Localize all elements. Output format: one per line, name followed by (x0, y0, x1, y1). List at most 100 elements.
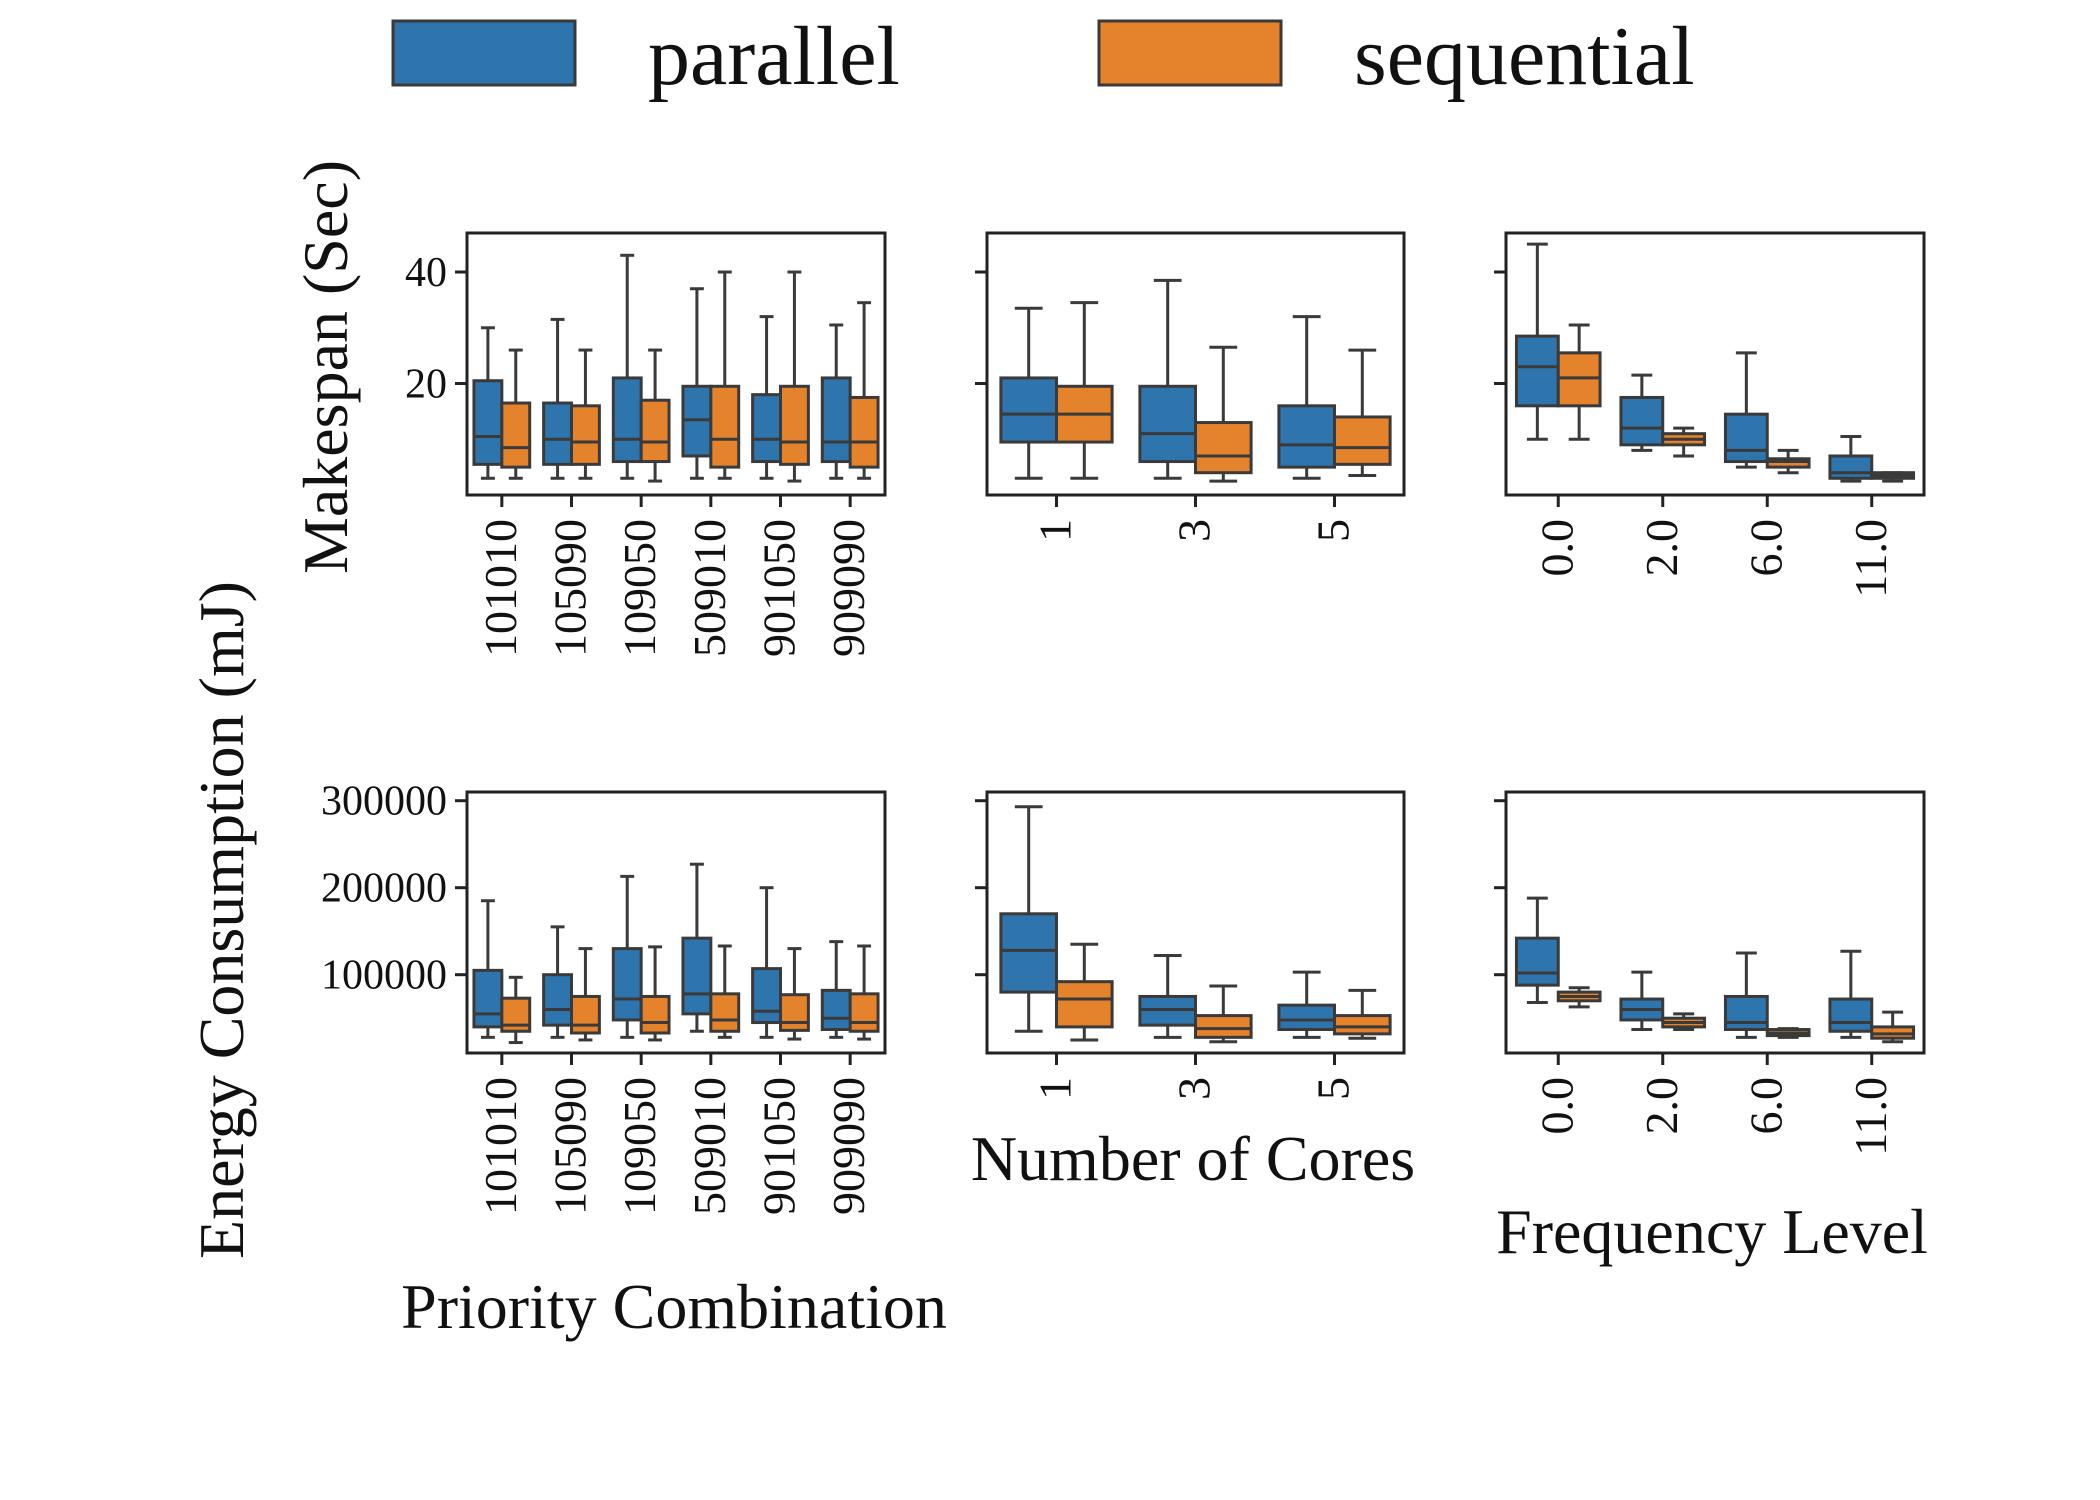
box-sequential (639, 348, 671, 483)
box-iqr (1194, 421, 1253, 475)
box-sequential (1870, 1010, 1916, 1044)
box-sequential (570, 947, 601, 1042)
x-tick-label: 11.0 (1845, 1077, 1896, 1156)
box-parallel (1619, 373, 1665, 452)
box-iqr (542, 401, 574, 466)
panel-makespan-cores: 1 3 5 (975, 231, 1406, 542)
panels: 20 40 101010 105090 109050 509010 901050 909090… (321, 231, 1926, 1215)
panel-makespan-frequency: 0.0 2.0 6.0 11.0 (1494, 231, 1926, 598)
box-parallel (1514, 242, 1560, 441)
x-tick-label: 0.0 (1531, 519, 1582, 577)
box-sequential (1661, 1012, 1707, 1032)
box-iqr (999, 912, 1059, 994)
x-tick-label: 509010 (684, 519, 735, 657)
panel-energy-priority: 100000 200000 300000 101010 105090 109050 5090… (321, 779, 887, 1215)
box-iqr (1514, 936, 1560, 987)
box-sequential (1556, 323, 1602, 441)
box-parallel (1828, 949, 1874, 1039)
box-iqr (820, 376, 852, 464)
axes-frame (465, 790, 887, 1055)
x-tick-label: 901050 (754, 519, 805, 657)
box-iqr (472, 379, 504, 466)
box-sequential (848, 944, 880, 1041)
box-iqr (751, 967, 783, 1025)
box-sequential (639, 945, 671, 1042)
box-iqr (1194, 1014, 1253, 1039)
x-tick-label: 101010 (475, 519, 526, 657)
box-iqr (1723, 412, 1769, 464)
box-parallel (1277, 315, 1337, 480)
box-iqr (820, 988, 852, 1032)
box-iqr (611, 947, 643, 1022)
panel-energy-cores: 1 3 5 (975, 790, 1406, 1100)
box-iqr (570, 994, 601, 1035)
box-sequential (1333, 988, 1392, 1040)
x-tick-label: 105090 (545, 1077, 596, 1215)
box-iqr (1333, 1014, 1392, 1036)
box-parallel (999, 306, 1059, 480)
x-tick-label: 909090 (823, 1077, 874, 1215)
box-parallel (1828, 434, 1874, 483)
box-parallel (999, 805, 1059, 1033)
x-tick-label: 3 (1169, 1077, 1220, 1100)
box-sequential (848, 301, 880, 480)
box-parallel (611, 874, 643, 1039)
box-parallel (472, 326, 504, 480)
x-tick-label: 11.0 (1845, 519, 1896, 598)
x-tick-label: 2.0 (1636, 1077, 1687, 1135)
box-sequential (1870, 471, 1916, 483)
box-sequential (1194, 984, 1253, 1044)
box-sequential (1765, 1027, 1811, 1039)
box-iqr (1514, 334, 1560, 408)
box-iqr (999, 376, 1059, 444)
box-sequential (500, 975, 532, 1045)
energy-axis-label: Energy Consumption (mJ) (186, 581, 257, 1259)
box-sequential (779, 947, 810, 1041)
box-sequential (1333, 348, 1392, 477)
box-iqr (1277, 404, 1337, 469)
box-sequential (779, 270, 810, 483)
panel-makespan-priority: 20 40 101010 105090 109050 509010 901050 909090 (405, 231, 887, 657)
box-sequential (709, 944, 741, 1039)
x-tick-label: 901050 (754, 1077, 805, 1215)
box-parallel (751, 886, 783, 1039)
box-iqr (639, 994, 671, 1035)
box-iqr (779, 384, 810, 466)
axes-frame (1504, 790, 1926, 1055)
box-parallel (1138, 278, 1198, 480)
priority-axis-label: Priority Combination (401, 1271, 947, 1342)
box-iqr (1828, 454, 1874, 480)
box-sequential (500, 348, 532, 480)
box-sequential (1661, 426, 1707, 458)
box-parallel (1277, 970, 1337, 1039)
x-tick-label: 509010 (684, 1077, 735, 1215)
y-tick-label: 300000 (321, 779, 447, 825)
legend: parallel sequential (391, 10, 1695, 103)
y-tick-label: 100000 (321, 953, 447, 999)
box-iqr (1723, 994, 1769, 1032)
axes-frame (465, 231, 887, 497)
y-tick-label: 40 (405, 250, 447, 296)
box-iqr (848, 992, 880, 1033)
y-tick-label: 20 (405, 362, 447, 408)
box-iqr (1277, 1003, 1337, 1032)
box-parallel (681, 862, 713, 1033)
x-tick-label: 101010 (475, 1077, 526, 1215)
box-iqr (1055, 980, 1114, 1029)
box-iqr (681, 936, 713, 1016)
axes-frame (1504, 231, 1926, 497)
box-sequential (709, 270, 741, 480)
x-tick-label: 6.0 (1740, 519, 1791, 577)
legend-label-sequential: sequential (1354, 10, 1695, 103)
box-iqr (542, 973, 574, 1027)
box-iqr (570, 404, 601, 466)
x-tick-label: 105090 (545, 519, 596, 657)
box-iqr (848, 395, 880, 469)
box-sequential (1055, 301, 1114, 480)
x-tick-label: 109050 (614, 1077, 665, 1215)
x-tick-label: 5 (1308, 519, 1359, 542)
panel-energy-frequency: 0.0 2.0 6.0 11.0 (1494, 790, 1926, 1156)
x-tick-label: 5 (1308, 1077, 1359, 1100)
cores-axis-label: Number of Cores (971, 1123, 1415, 1194)
box-iqr (500, 401, 532, 469)
